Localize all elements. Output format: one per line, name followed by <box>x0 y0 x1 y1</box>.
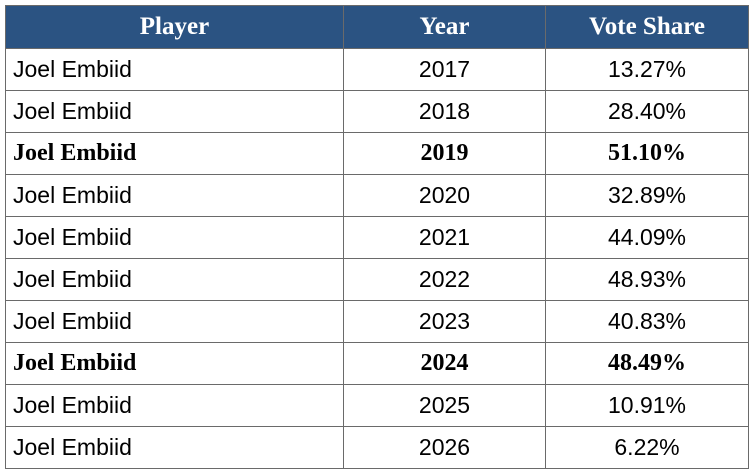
table-cell: Joel Embiid <box>5 258 344 301</box>
table-cell: Joel Embiid <box>5 174 344 217</box>
header-cell: Vote Share <box>545 5 749 49</box>
table-cell: 48.93% <box>545 258 749 301</box>
table-cell: 13.27% <box>545 48 749 91</box>
table-row: Joel Embiid 2020 32.89% <box>5 174 749 217</box>
table-cell: 2022 <box>343 258 546 301</box>
table-row: Joel Embiid 2022 48.93% <box>5 258 749 301</box>
table-cell: 2026 <box>343 426 546 469</box>
table-cell: Joel Embiid <box>5 426 344 469</box>
table-cell: 51.10% <box>545 132 749 175</box>
table-row: Joel Embiid 2024 48.49% <box>5 342 749 385</box>
table-row: Joel Embiid 2019 51.10% <box>5 132 749 175</box>
table-row: Joel Embiid 2021 44.09% <box>5 216 749 259</box>
table-cell: 2019 <box>343 132 546 175</box>
table-cell: 2023 <box>343 300 546 343</box>
table-row: Joel Embiid 2017 13.27% <box>5 48 749 91</box>
data-table: Player Year Vote Share Joel Embiid 2017 13.2… <box>5 5 749 469</box>
table-cell: 32.89% <box>545 174 749 217</box>
header-cell: Year <box>343 5 546 49</box>
table-cell: 28.40% <box>545 90 749 133</box>
table-cell: 10.91% <box>545 384 749 427</box>
table-row: Joel Embiid 2018 28.40% <box>5 90 749 133</box>
table-cell: Joel Embiid <box>5 342 344 385</box>
table-cell: Joel Embiid <box>5 300 344 343</box>
table-cell: 2024 <box>343 342 546 385</box>
table-cell: Joel Embiid <box>5 90 344 133</box>
table-cell: 40.83% <box>545 300 749 343</box>
table-cell: 2020 <box>343 174 546 217</box>
table-row: Joel Embiid 2023 40.83% <box>5 300 749 343</box>
table-cell: 2021 <box>343 216 546 259</box>
table-cell: 44.09% <box>545 216 749 259</box>
table-cell: Joel Embiid <box>5 384 344 427</box>
table-cell: 2018 <box>343 90 546 133</box>
table-cell: 2017 <box>343 48 546 91</box>
table-cell: 2025 <box>343 384 546 427</box>
table-row: Joel Embiid 2025 10.91% <box>5 384 749 427</box>
table-cell: 48.49% <box>545 342 749 385</box>
table-cell: Joel Embiid <box>5 48 344 91</box>
table-cell: 6.22% <box>545 426 749 469</box>
table-row: Joel Embiid 2026 6.22% <box>5 426 749 469</box>
header-row: Player Year Vote Share <box>5 5 749 49</box>
table-cell: Joel Embiid <box>5 216 344 259</box>
header-cell: Player <box>5 5 344 49</box>
table-cell: Joel Embiid <box>5 132 344 175</box>
